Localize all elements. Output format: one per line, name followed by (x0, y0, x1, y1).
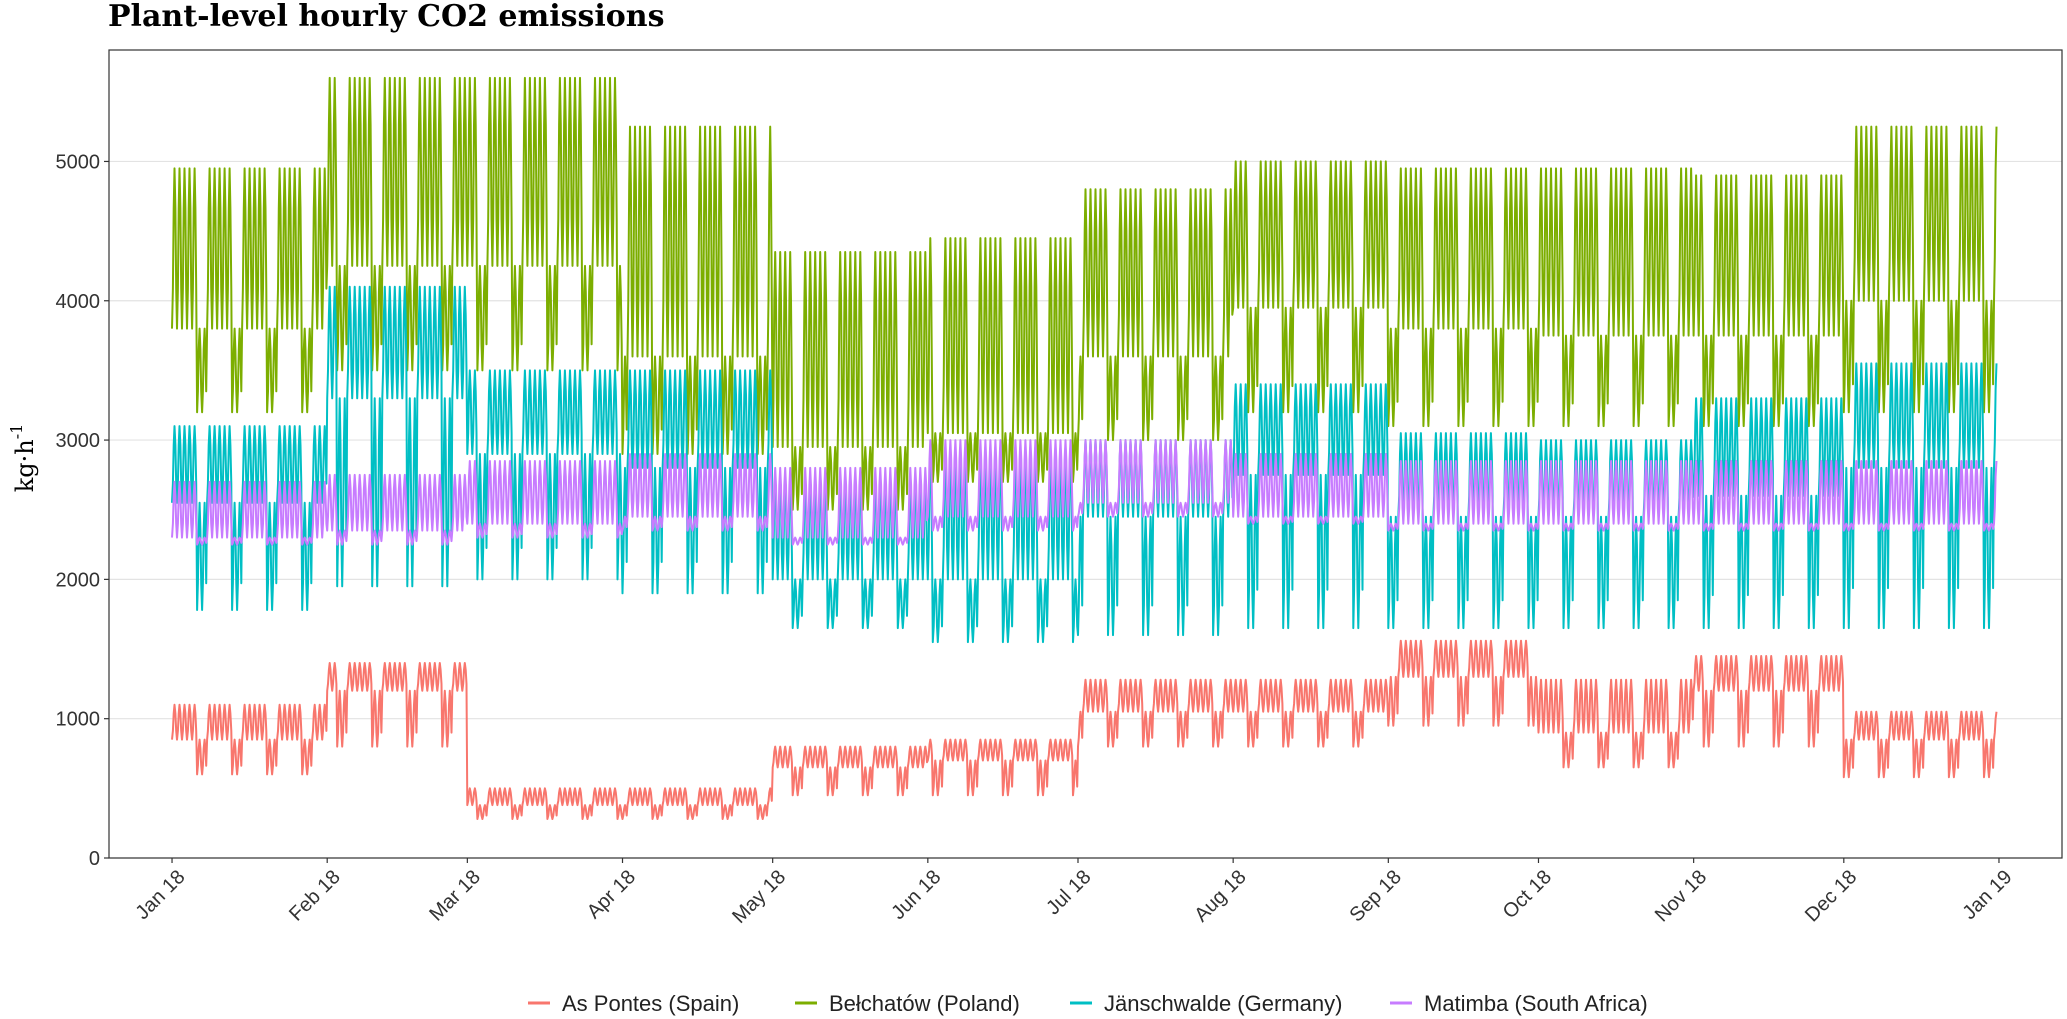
x-axis: Jan 18 Feb 18 Mar 18 Apr 18 May 18 Jun 18 Jul … (132, 858, 2017, 928)
x-tick-label: Feb 18 (285, 866, 345, 926)
chart-title: Plant-level hourly CO2 emissions (108, 0, 665, 34)
x-tick-label: Oct 18 (1499, 866, 1556, 923)
x-tick-label: Aug 18 (1190, 866, 1250, 926)
legend-label: As Pontes (Spain) (562, 991, 739, 1016)
legend-label: Matimba (South Africa) (1424, 991, 1648, 1016)
series-line (171, 76, 1998, 511)
x-tick-label: Dec 18 (1801, 866, 1861, 926)
y-axis-title: kg·h-1 (7, 424, 39, 493)
legend-label: Jänschwalde (Germany) (1104, 991, 1342, 1016)
y-tick-label: 4000 (56, 291, 101, 313)
y-tick-label: 2000 (56, 569, 101, 591)
series-line (171, 639, 1998, 820)
y-axis-unit: kg·h (11, 439, 39, 492)
plot-panel (108, 49, 2063, 859)
x-tick-label: Sep 18 (1345, 866, 1405, 926)
y-tick-label: 5000 (56, 151, 101, 173)
y-tick-label: 3000 (56, 430, 101, 452)
plot-series (171, 76, 1998, 820)
x-tick-label: May 18 (728, 866, 790, 928)
y-axis: 0 1000 2000 3000 4000 5000 (56, 151, 109, 870)
x-tick-label: Jul 18 (1042, 866, 1095, 919)
x-tick-label: Jan 18 (132, 866, 190, 924)
x-tick-label: Jan 19 (1958, 866, 2016, 924)
y-tick-label: 0 (89, 848, 100, 870)
x-tick-label: Nov 18 (1651, 866, 1711, 926)
x-tick-label: Mar 18 (425, 866, 485, 926)
y-axis-unit-exponent: -1 (7, 424, 26, 440)
x-tick-label: Apr 18 (583, 866, 640, 923)
series-line (171, 439, 1998, 546)
legend-label: Bełchatów (Poland) (829, 991, 1020, 1016)
x-tick-label: Jun 18 (887, 866, 945, 924)
legend: As Pontes (Spain) Bełchatów (Poland) Jänsc… (528, 991, 1648, 1016)
y-tick-label: 1000 (56, 709, 101, 731)
